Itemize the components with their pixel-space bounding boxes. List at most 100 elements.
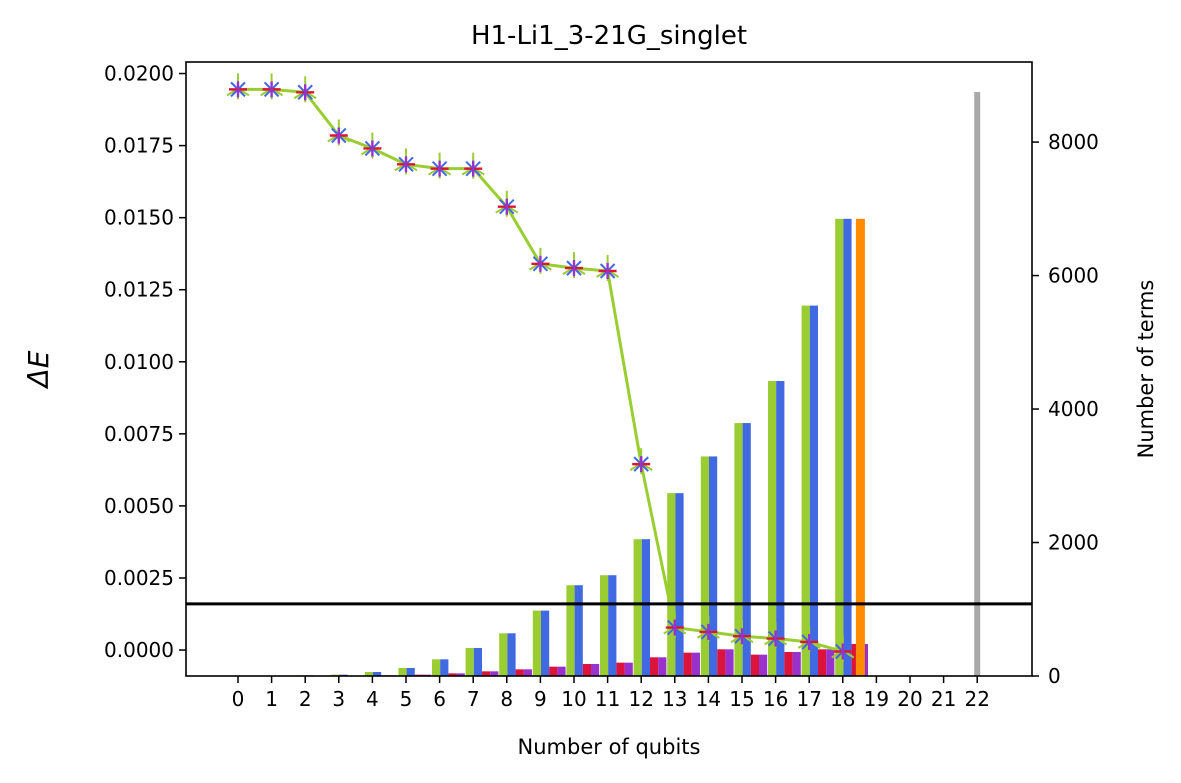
x-axis-ticks: 0 1 2 3 4 5 6 7 8 9 10 11 12 13 14 15 16 17 18 19 20 21 22: [232, 676, 990, 711]
xtick-label-3: 3: [332, 687, 345, 711]
bar-crimson-6: [448, 673, 457, 676]
right-ytick-label-2: 4000: [1048, 397, 1099, 421]
left-ytick-label-7: 0.0175: [104, 134, 174, 158]
left-ytick-label-8: 0.0200: [104, 62, 174, 86]
bar-green-17: [801, 305, 810, 676]
xtick-label-8: 8: [500, 687, 513, 711]
bar-green-10: [566, 585, 575, 676]
xtick-label-19: 19: [864, 687, 889, 711]
delta-e-point-15: [730, 620, 754, 647]
x-axis-label: Number of qubits: [518, 735, 701, 759]
xtick-label-9: 9: [534, 687, 547, 711]
bar-green-15: [734, 423, 743, 676]
bar-crimson-17: [818, 649, 827, 676]
bar-green-12: [633, 539, 642, 676]
bar-purple-12: [658, 657, 667, 676]
left-y-axis-label: ΔE: [22, 350, 55, 389]
delta-e-point-13: [663, 611, 687, 638]
bars-layer: [297, 92, 981, 677]
bar-crimson-13: [683, 652, 692, 676]
bar-purple-7: [490, 671, 499, 676]
bar-green-16: [768, 381, 777, 676]
xtick-label-17: 17: [796, 687, 821, 711]
right-ytick-label-1: 2000: [1048, 531, 1099, 555]
bar-blue-9: [541, 610, 550, 676]
right-ytick-label-3: 6000: [1048, 264, 1099, 288]
right-ytick-label-0: 0: [1048, 664, 1061, 688]
delta-e-point-10: [562, 252, 586, 279]
delta-e-point-16: [764, 622, 788, 649]
bar-purple-6: [456, 673, 465, 676]
xtick-label-1: 1: [265, 687, 278, 711]
line-layer: [226, 73, 855, 662]
delta-e-point-14: [696, 615, 720, 642]
bar-blue-16: [776, 381, 785, 676]
bar-purple-13: [691, 652, 700, 676]
bar-blue-18: [843, 218, 852, 676]
left-ytick-label-0: 0.0000: [104, 638, 174, 662]
bar-crimson-7: [482, 671, 491, 676]
bar-purple-11: [624, 662, 633, 676]
bar-green-13: [667, 493, 676, 676]
bar-purple-14: [725, 649, 734, 676]
bar-blue-11: [608, 575, 617, 676]
delta-e-point-18: [831, 635, 855, 662]
bar-green-6: [432, 659, 441, 676]
xtick-label-5: 5: [400, 687, 413, 711]
bar-blue-6: [440, 659, 449, 676]
bar-purple-16: [792, 651, 801, 676]
left-ytick-label-2: 0.0050: [104, 494, 174, 518]
xtick-label-18: 18: [830, 687, 855, 711]
bar-green-18: [835, 218, 844, 676]
right-y-axis-label: Number of terms: [1134, 280, 1158, 459]
xtick-label-10: 10: [561, 687, 586, 711]
bar-blue-5: [406, 667, 415, 676]
delta-e-point-17: [797, 625, 821, 652]
left-ytick-label-4: 0.0100: [104, 350, 174, 374]
bar-blue-7: [473, 647, 482, 676]
bar-crimson-15: [750, 654, 759, 676]
chart-title: H1-Li1_3-21G_singlet: [471, 21, 747, 51]
delta-e-point-8: [495, 190, 519, 217]
delta-e-point-0: [226, 73, 250, 100]
bar-blue-12: [641, 539, 650, 676]
left-ytick-label-6: 0.0150: [104, 206, 174, 230]
delta-e-line: [238, 87, 844, 653]
left-ytick-label-5: 0.0125: [104, 278, 174, 302]
xtick-label-11: 11: [595, 687, 620, 711]
xtick-label-15: 15: [729, 687, 754, 711]
xtick-label-22: 22: [964, 687, 989, 711]
delta-e-point-11: [596, 254, 620, 281]
xtick-label-0: 0: [232, 687, 245, 711]
delta-e-point-9: [528, 247, 552, 274]
bar-green-8: [499, 633, 508, 676]
bar-crimson-9: [549, 666, 558, 676]
bar-orange: [855, 218, 865, 676]
bar-crimson-14: [717, 649, 726, 676]
xtick-label-2: 2: [299, 687, 312, 711]
delta-e-point-5: [394, 148, 418, 175]
left-ytick-label-3: 0.0075: [104, 422, 174, 446]
delta-e-point-12: [629, 448, 653, 475]
bar-green-5: [398, 667, 407, 676]
bar-purple-17: [826, 649, 835, 676]
left-axis-ticks: 0.0000 0.0025 0.0050 0.0075 0.0100 0.0125 0.01…: [104, 62, 186, 662]
delta-e-point-3: [327, 119, 351, 146]
bar-blue-17: [809, 305, 818, 676]
delta-e-point-7: [461, 152, 485, 179]
bar-crimson-16: [784, 651, 793, 676]
xtick-label-6: 6: [433, 687, 446, 711]
bar-crimson-8: [515, 669, 524, 676]
xtick-label-4: 4: [366, 687, 379, 711]
bar-blue-13: [675, 493, 684, 676]
plot-frame: [185, 61, 1033, 677]
delta-e-point-1: [260, 73, 284, 100]
xtick-label-7: 7: [467, 687, 480, 711]
bar-blue-15: [742, 423, 751, 676]
xtick-label-14: 14: [696, 687, 721, 711]
right-ytick-label-4: 8000: [1048, 130, 1099, 154]
bar-green-4: [364, 671, 373, 676]
xtick-label-16: 16: [763, 687, 788, 711]
bar-crimson-18: [851, 643, 860, 676]
